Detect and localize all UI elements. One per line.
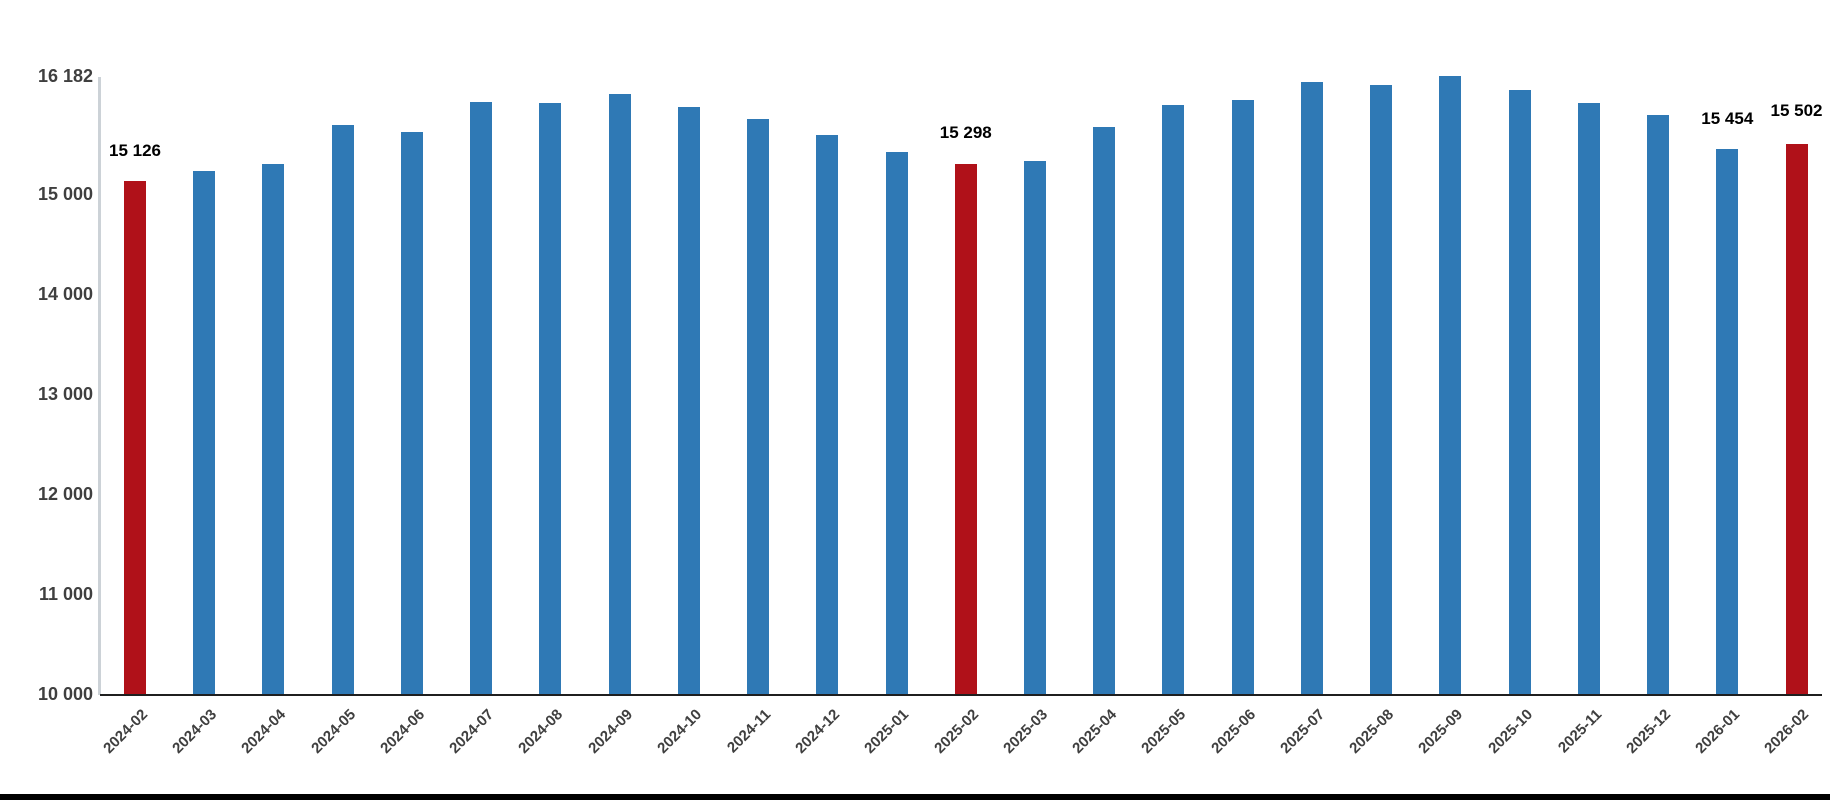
bar-2025-09 xyxy=(1439,75,1462,694)
y-tick-16182: 16 182 xyxy=(37,65,93,86)
bar-2026-01 xyxy=(1716,148,1739,694)
y-tick-15000: 15 000 xyxy=(37,184,93,204)
data-label-2024-02: 15 126 xyxy=(109,141,161,161)
bar-2025-10 xyxy=(1508,90,1531,694)
bar-2025-08 xyxy=(1370,85,1393,694)
bar-2025-07 xyxy=(1300,82,1323,694)
y-tick-11000: 11 000 xyxy=(38,584,93,604)
bar-2024-11 xyxy=(747,119,770,694)
bar-2024-06 xyxy=(400,132,423,694)
y-tick-13000: 13 000 xyxy=(37,384,93,404)
bar-2024-12 xyxy=(816,135,839,694)
y-tick-10000: 10 000 xyxy=(37,684,93,704)
bar-2025-05 xyxy=(1162,105,1185,694)
bar-2024-04 xyxy=(262,164,285,694)
bar-2025-02 xyxy=(954,164,977,694)
data-label-2026-01: 15 454 xyxy=(1701,108,1754,128)
data-label-2026-02: 15 502 xyxy=(1770,100,1823,120)
bar-2024-10 xyxy=(677,107,700,694)
bar-2024-09 xyxy=(608,94,631,694)
y-axis-line xyxy=(98,77,101,695)
bar-2024-05 xyxy=(331,125,354,694)
x-axis-line xyxy=(100,694,1822,696)
bar-2025-01 xyxy=(885,152,908,694)
bar-2024-08 xyxy=(539,103,562,694)
y-tick-14000: 14 000 xyxy=(37,284,93,304)
bar-2025-06 xyxy=(1231,100,1254,694)
bar-2024-07 xyxy=(470,102,493,694)
bar-2025-11 xyxy=(1577,103,1600,694)
bar-2024-02 xyxy=(124,181,146,694)
data-label-2025-02: 15 298 xyxy=(939,123,992,143)
bar-2025-12 xyxy=(1647,115,1670,694)
bar-2025-04 xyxy=(1093,127,1116,694)
bottom-black-strip xyxy=(0,794,1830,800)
bar-2026-02 xyxy=(1785,143,1808,694)
y-tick-12000: 12 000 xyxy=(37,484,93,504)
bar-2025-03 xyxy=(1023,161,1046,694)
bar-2024-03 xyxy=(193,171,216,694)
